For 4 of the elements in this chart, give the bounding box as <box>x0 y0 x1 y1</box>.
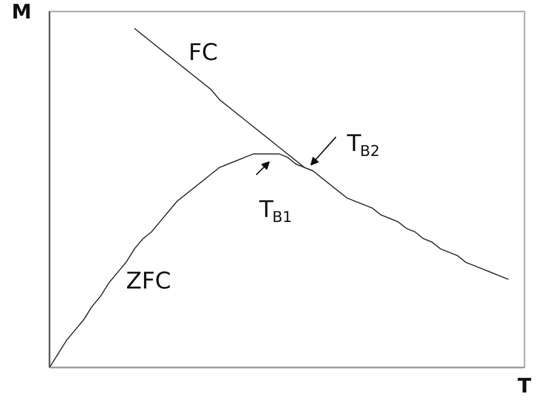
series-label: ZFC <box>126 268 172 294</box>
y-axis-title: M <box>12 0 32 24</box>
series-label: FC <box>188 40 218 66</box>
x-axis-title: T <box>518 374 532 398</box>
